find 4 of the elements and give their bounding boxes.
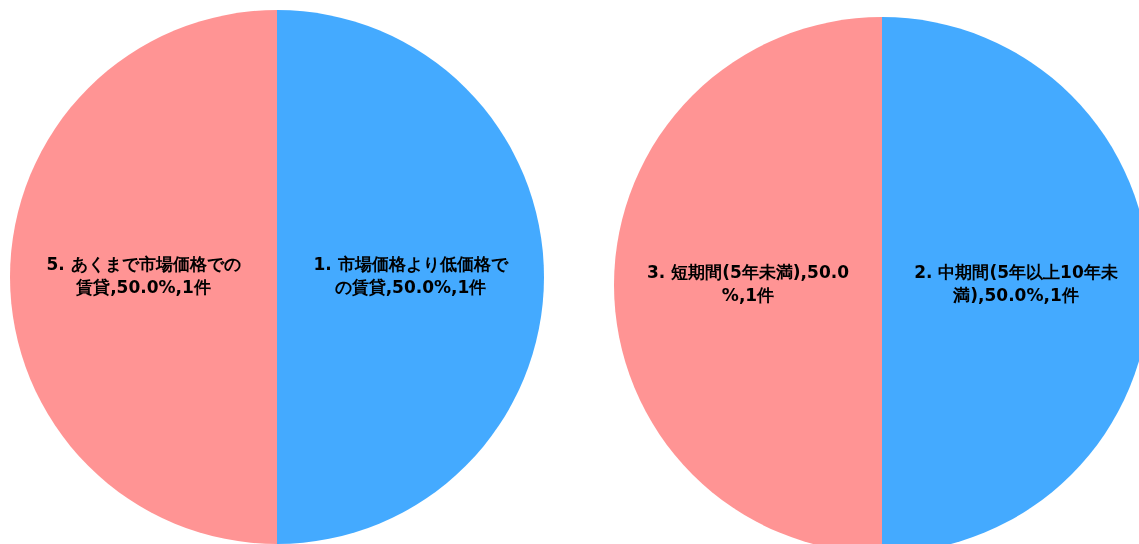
slice-label: 3. 短期間(5年未満),50.0%,1件 bbox=[647, 261, 850, 305]
slice-label: 2. 中期間(5年以上10年未満),50.0%,1件 bbox=[914, 261, 1118, 305]
slice-label: 1. 市場価格より低価格での賃貸,50.0%,1件 bbox=[313, 253, 509, 297]
slice-label: 5. あくまで市場価格での賃貸,50.0%,1件 bbox=[46, 253, 241, 297]
